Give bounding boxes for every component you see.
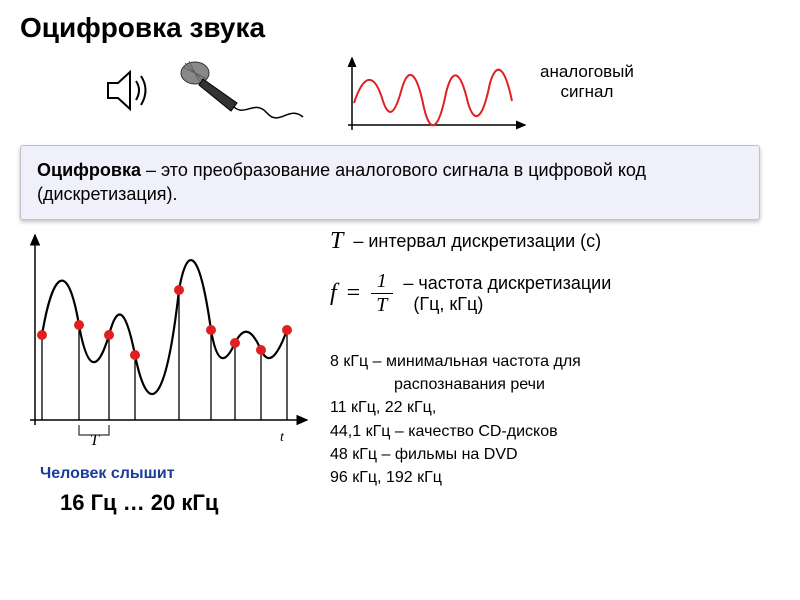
formula-frequency: f = 1 T – частота дискретизации (Гц, кГц… <box>330 270 611 317</box>
definition-term: Оцифровка <box>37 160 141 180</box>
analog-signal-label: аналоговый сигнал <box>540 62 634 103</box>
speaker-icon <box>100 63 155 118</box>
sampling-graph <box>25 230 315 450</box>
formula-interval: T – интервал дискретизации (с) <box>330 228 601 255</box>
fraction: 1 T <box>370 270 393 317</box>
page-title: Оцифровка звука <box>20 12 265 44</box>
definition-box: Оцифровка – это преобразование аналогово… <box>20 145 760 220</box>
axis-label-small-t: t <box>280 430 284 446</box>
analog-signal-graph <box>340 55 530 140</box>
microphone-icon <box>165 55 305 125</box>
audio-icons <box>100 55 305 125</box>
frequency-list: 8 кГц – минимальная частота для распозна… <box>330 350 581 489</box>
human-hearing-label: Человек слышит <box>40 465 175 483</box>
human-hearing-range: 16 Гц … 20 кГц <box>60 490 218 516</box>
axis-label-big-t: T <box>90 432 99 450</box>
